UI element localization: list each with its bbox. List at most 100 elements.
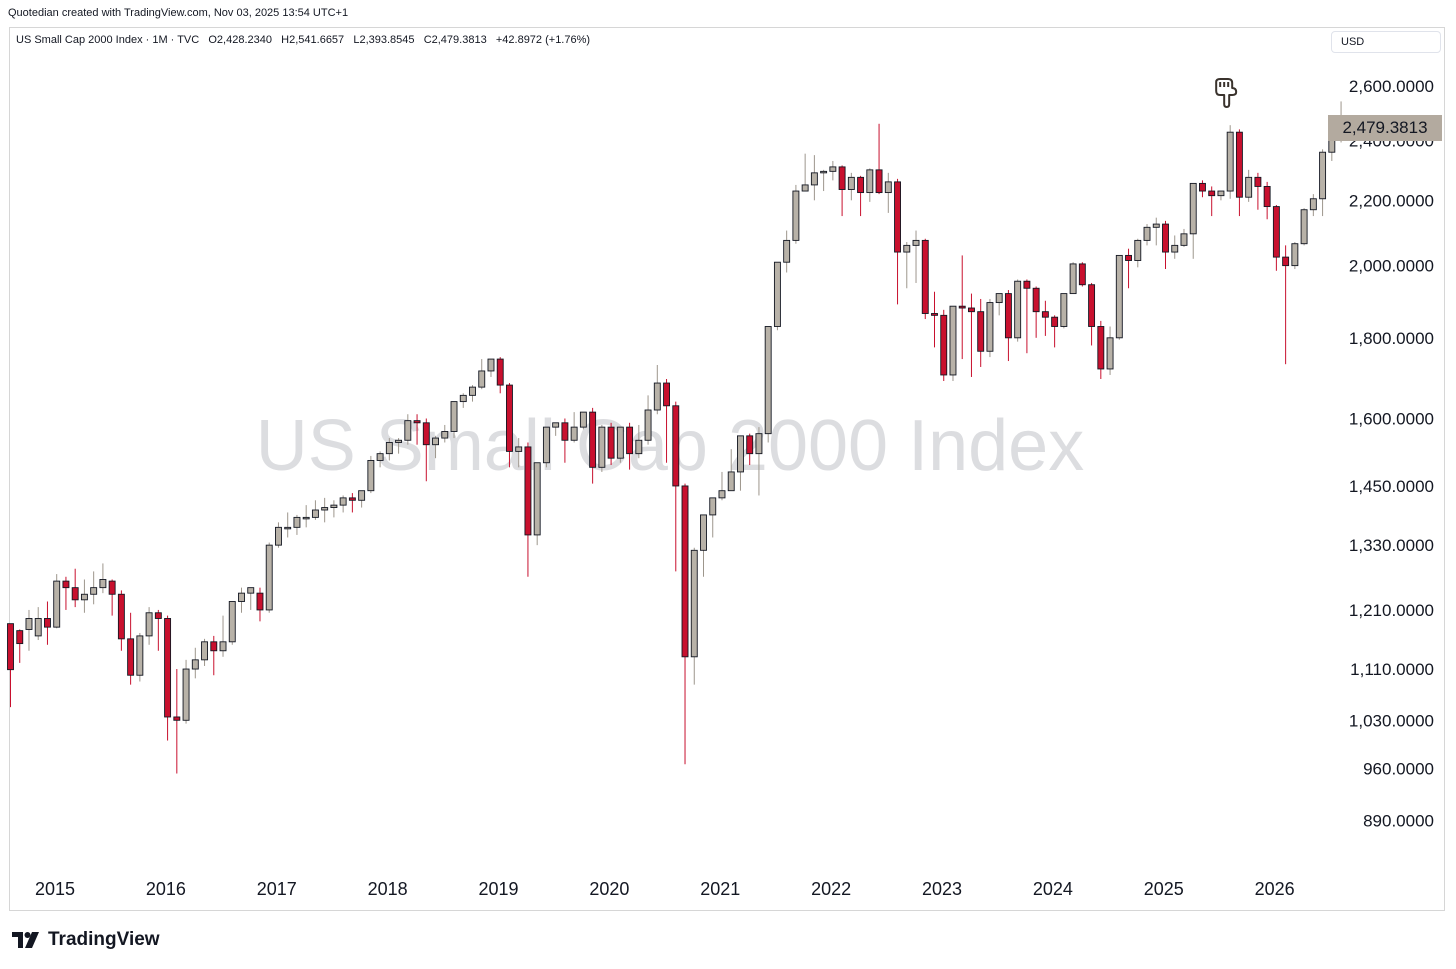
candle-body bbox=[404, 420, 412, 441]
candle-body bbox=[321, 507, 329, 511]
candle-body bbox=[422, 422, 430, 446]
y-tick-label: 2,000.0000 bbox=[1349, 257, 1434, 276]
candle-body bbox=[755, 433, 763, 455]
x-tick-label: 2019 bbox=[478, 879, 518, 899]
tradingview-logo-icon bbox=[12, 932, 39, 948]
candle-body bbox=[1254, 176, 1262, 187]
candle-body bbox=[127, 638, 135, 676]
candle-body bbox=[737, 435, 744, 473]
candle-body bbox=[783, 239, 791, 263]
candle-body bbox=[700, 514, 707, 551]
candle-body bbox=[1180, 233, 1188, 246]
candle-body bbox=[1272, 206, 1280, 258]
x-tick-label: 2015 bbox=[35, 879, 75, 899]
candle-body bbox=[487, 358, 495, 372]
candle-body bbox=[1134, 239, 1142, 261]
candle-body bbox=[228, 601, 236, 643]
y-tick-label: 2,600.0000 bbox=[1349, 77, 1434, 96]
candle-body bbox=[210, 641, 218, 652]
candle-body bbox=[219, 641, 227, 652]
candle-body bbox=[598, 426, 606, 468]
candle-body bbox=[589, 411, 597, 468]
candle-body bbox=[607, 426, 615, 459]
y-tick-label: 1,450.0000 bbox=[1349, 477, 1434, 496]
candle-body bbox=[820, 170, 828, 174]
candle-body bbox=[441, 431, 449, 439]
x-tick-label: 2023 bbox=[922, 879, 962, 899]
candle-body bbox=[1004, 293, 1012, 339]
candle-body bbox=[1309, 198, 1317, 211]
candle-body bbox=[1171, 244, 1179, 253]
x-tick-label: 2016 bbox=[146, 879, 186, 899]
candle-body bbox=[478, 370, 486, 388]
currency-selector[interactable]: USD bbox=[1331, 31, 1441, 53]
candle-body bbox=[16, 630, 24, 645]
candle-body bbox=[968, 307, 975, 313]
y-tick-label: 2,200.0000 bbox=[1349, 191, 1434, 210]
candle-body bbox=[201, 641, 208, 661]
legend-low: L2,393.8545 bbox=[353, 34, 415, 46]
candle-body bbox=[616, 426, 624, 459]
candle-body bbox=[1226, 131, 1234, 192]
candle-body bbox=[857, 176, 865, 194]
y-tick-label: 1,800.0000 bbox=[1349, 329, 1434, 348]
candle-body bbox=[1235, 131, 1243, 198]
candle-body bbox=[275, 526, 282, 546]
candle-body bbox=[108, 580, 116, 595]
legend-symbol: US Small Cap 2000 Index · 1M · TVC bbox=[16, 34, 200, 46]
legend-change: +42.8972 (+1.76%) bbox=[495, 34, 591, 46]
candle-body bbox=[1300, 209, 1308, 245]
candle-body bbox=[117, 593, 125, 640]
candle-body bbox=[1208, 190, 1216, 197]
x-tick-label: 2026 bbox=[1255, 879, 1295, 899]
candle-body bbox=[894, 181, 901, 253]
candle-body bbox=[348, 497, 356, 501]
candle-body bbox=[663, 382, 670, 407]
candle-body bbox=[653, 382, 661, 411]
x-tick-label: 2025 bbox=[1144, 879, 1184, 899]
y-tick-label: 1,600.0000 bbox=[1349, 410, 1434, 429]
candle-body bbox=[515, 446, 523, 452]
candle-body bbox=[256, 592, 264, 611]
candle-body bbox=[164, 618, 172, 718]
candle-body bbox=[53, 580, 61, 628]
y-tick-label: 1,210.0000 bbox=[1349, 601, 1434, 620]
candle-body bbox=[25, 618, 33, 630]
chart-credit-header: Quotedian created with TradingView.com, … bbox=[8, 7, 349, 19]
candle-body bbox=[496, 358, 504, 386]
y-tick-label: 890.0000 bbox=[1363, 811, 1434, 830]
candle-body bbox=[1088, 284, 1096, 327]
candle-body bbox=[1199, 182, 1206, 192]
candle-body bbox=[644, 409, 652, 441]
candle-body bbox=[524, 446, 532, 536]
candle-body bbox=[921, 239, 929, 314]
candle-body bbox=[34, 618, 42, 637]
candle-body bbox=[80, 593, 88, 601]
candle-body bbox=[829, 166, 837, 172]
candle-body bbox=[866, 169, 874, 194]
candle-body bbox=[395, 439, 403, 443]
candle-body bbox=[912, 239, 920, 246]
symbol-legend: US Small Cap 2000 Index · 1M · TVC O2,42… bbox=[16, 34, 590, 46]
candle-body bbox=[1115, 254, 1123, 339]
candle-body bbox=[1014, 280, 1022, 339]
tradingview-branding[interactable]: TradingView bbox=[12, 929, 160, 951]
candle-body bbox=[727, 471, 735, 492]
candle-body bbox=[358, 490, 366, 501]
legend-open: O2,428.2340 bbox=[208, 34, 272, 46]
candle-body bbox=[330, 504, 338, 509]
pointing-hand-icon[interactable] bbox=[1215, 78, 1238, 108]
symbol-watermark: US Small Cap 2000 Index bbox=[255, 406, 1085, 486]
candle-body bbox=[847, 176, 855, 190]
x-tick-label: 2020 bbox=[589, 879, 629, 899]
candle-body bbox=[71, 587, 79, 601]
candle-body bbox=[385, 442, 393, 455]
candle-body bbox=[191, 659, 199, 670]
candle-body bbox=[1291, 243, 1299, 267]
candle-body bbox=[810, 172, 818, 186]
candle-body bbox=[1060, 293, 1068, 327]
candle-body bbox=[1125, 254, 1132, 261]
candle-body bbox=[1282, 256, 1290, 267]
candle-body bbox=[1162, 223, 1169, 253]
